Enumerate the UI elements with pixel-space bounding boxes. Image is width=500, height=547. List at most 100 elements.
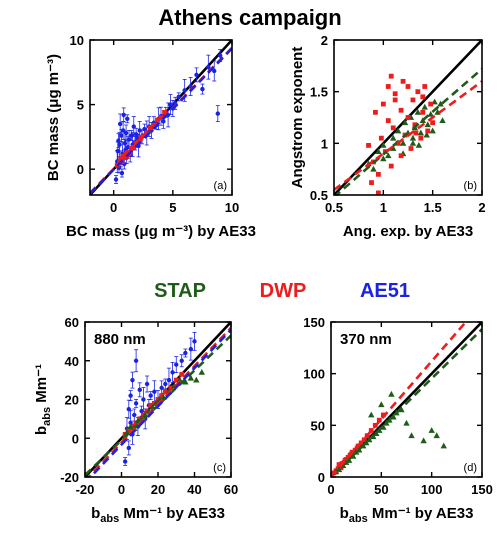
x-tick-label: 40: [187, 482, 201, 497]
fit-line-dwp: [334, 80, 482, 191]
data-point: [409, 139, 417, 146]
data-point: [415, 142, 423, 148]
data-point: [119, 133, 124, 138]
data-point: [117, 142, 122, 147]
data-point: [131, 124, 136, 129]
fit-line-stap: [331, 328, 482, 477]
data-point: [417, 129, 425, 136]
y-tick-label: 40: [65, 354, 79, 369]
x-axis-label-sub: abs: [349, 513, 368, 525]
plot-area: [331, 322, 482, 477]
data-point: [415, 89, 421, 95]
fit-line-stap: [334, 67, 482, 195]
data-point: [198, 368, 205, 375]
data-point: [127, 423, 134, 430]
data-point: [421, 103, 428, 110]
data-point: [437, 100, 444, 107]
data-point: [163, 381, 168, 387]
x-axis-label: babs Mm⁻¹ by AE33: [91, 505, 225, 525]
data-point: [401, 119, 409, 126]
y-tick-label: 150: [303, 315, 325, 330]
data-point: [174, 362, 179, 367]
data-point: [148, 402, 154, 408]
data-point: [131, 144, 137, 150]
data-point: [433, 432, 440, 439]
plot-area: [334, 40, 482, 195]
data-point: [123, 429, 131, 435]
panel-label: (a): [214, 180, 227, 192]
data-point: [414, 108, 422, 115]
data-point: [390, 134, 397, 141]
data-point: [140, 133, 146, 138]
data-point: [125, 116, 130, 121]
data-point: [130, 377, 135, 383]
data-point: [398, 107, 404, 113]
data-point: [368, 411, 375, 418]
legend-dwp: DWP: [260, 280, 307, 302]
data-point: [398, 153, 404, 159]
plot-frame: [89, 39, 233, 196]
data-point: [121, 112, 126, 118]
data-point: [119, 170, 125, 176]
data-point: [118, 156, 124, 162]
data-point: [378, 401, 385, 408]
data-point: [162, 389, 168, 395]
data-point: [405, 115, 411, 120]
data-point: [385, 84, 391, 89]
data-point: [380, 142, 387, 148]
data-point: [410, 97, 416, 103]
x-axis-label: BC mass (μg m⁻³) by AE33: [66, 223, 256, 240]
data-point: [428, 427, 435, 433]
wavelength-label: 880 nm: [94, 331, 146, 348]
data-point: [155, 117, 160, 123]
data-point: [187, 374, 195, 381]
data-point: [133, 358, 139, 363]
y-tick-label: 1.5: [310, 85, 328, 100]
data-point: [168, 102, 173, 107]
data-point: [380, 155, 387, 162]
data-point: [368, 428, 374, 433]
data-point: [425, 128, 431, 134]
data-point: [345, 457, 353, 463]
x-tick-label: 2: [478, 200, 485, 215]
data-point: [390, 125, 396, 131]
data-point: [336, 462, 342, 467]
data-point: [400, 78, 406, 84]
data-point: [122, 141, 128, 146]
data-point: [138, 135, 144, 141]
data-point: [370, 165, 377, 172]
data-point: [183, 350, 188, 356]
data-point: [128, 420, 133, 425]
y-tick-label: 10: [70, 33, 84, 48]
data-point: [168, 385, 174, 391]
x-axis-label-rest: Mm⁻¹ by AE33: [119, 505, 225, 522]
series-stap: [365, 98, 446, 172]
plot-area: [90, 40, 232, 195]
x-tick-label: 1: [380, 200, 387, 215]
data-point: [412, 122, 418, 128]
data-point: [117, 121, 123, 127]
data-point: [361, 437, 367, 443]
x-axis-label: babs Mm⁻¹ by AE33: [340, 505, 474, 525]
series-dwp: [114, 109, 167, 168]
panel-label: (b): [464, 180, 477, 192]
data-point: [212, 68, 217, 74]
data-point: [159, 385, 164, 391]
data-point: [128, 393, 133, 398]
data-point: [440, 442, 447, 449]
data-point: [423, 131, 430, 138]
panel-b: 0.5 1 1.5 20.511.52(b)Ang. exp. by AE33Angs…: [289, 33, 486, 240]
data-point: [409, 134, 417, 141]
y-axis-label-main: b: [33, 426, 50, 435]
data-point: [427, 111, 434, 117]
y-tick-label: 2: [321, 33, 328, 48]
data-point: [179, 371, 185, 377]
data-point: [122, 459, 128, 464]
y-tick-label: 60: [65, 315, 79, 330]
data-point: [182, 88, 187, 93]
y-tick-label: 20: [65, 393, 79, 408]
y-axis-label: Angstrom exponent: [289, 47, 306, 189]
data-point: [405, 84, 411, 89]
